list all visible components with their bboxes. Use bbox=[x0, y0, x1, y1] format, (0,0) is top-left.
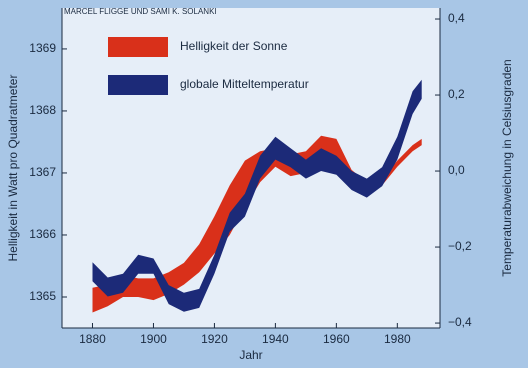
credit: MARCEL FLIGGE UND SAMI K. SOLANKI bbox=[64, 7, 217, 16]
legend-swatch bbox=[108, 75, 168, 95]
x-tick-label: 1940 bbox=[262, 332, 289, 346]
legend-label: globale Mitteltemperatur bbox=[180, 77, 309, 91]
y-axis-label: Helligkeit in Watt pro Quadratmeter bbox=[6, 75, 20, 262]
legend-swatch bbox=[108, 37, 168, 57]
y-tick-label: 1366 bbox=[29, 227, 56, 241]
y2-tick-label: −0,2 bbox=[448, 239, 472, 253]
y2-tick-label: 0,4 bbox=[448, 11, 465, 25]
y2-axis-label: Temperaturabweichung in Celsiusgraden bbox=[500, 59, 514, 276]
band bbox=[92, 79, 422, 312]
x-tick-label: 1960 bbox=[323, 332, 350, 346]
x-tick-label: 1880 bbox=[79, 332, 106, 346]
y-tick-label: 1368 bbox=[29, 103, 56, 117]
y-tick-label: 1365 bbox=[29, 289, 56, 303]
y2-tick-label: 0,0 bbox=[448, 163, 465, 177]
y2-tick-label: −0,4 bbox=[448, 315, 472, 329]
y-tick-label: 1367 bbox=[29, 165, 56, 179]
x-axis-label: Jahr bbox=[239, 348, 262, 362]
y2-tick-label: 0,2 bbox=[448, 87, 465, 101]
y-tick-label: 1369 bbox=[29, 41, 56, 55]
x-tick-label: 1980 bbox=[384, 332, 411, 346]
legend-label: Helligkeit der Sonne bbox=[180, 39, 288, 53]
x-tick-label: 1920 bbox=[201, 332, 228, 346]
x-tick-label: 1900 bbox=[140, 332, 167, 346]
